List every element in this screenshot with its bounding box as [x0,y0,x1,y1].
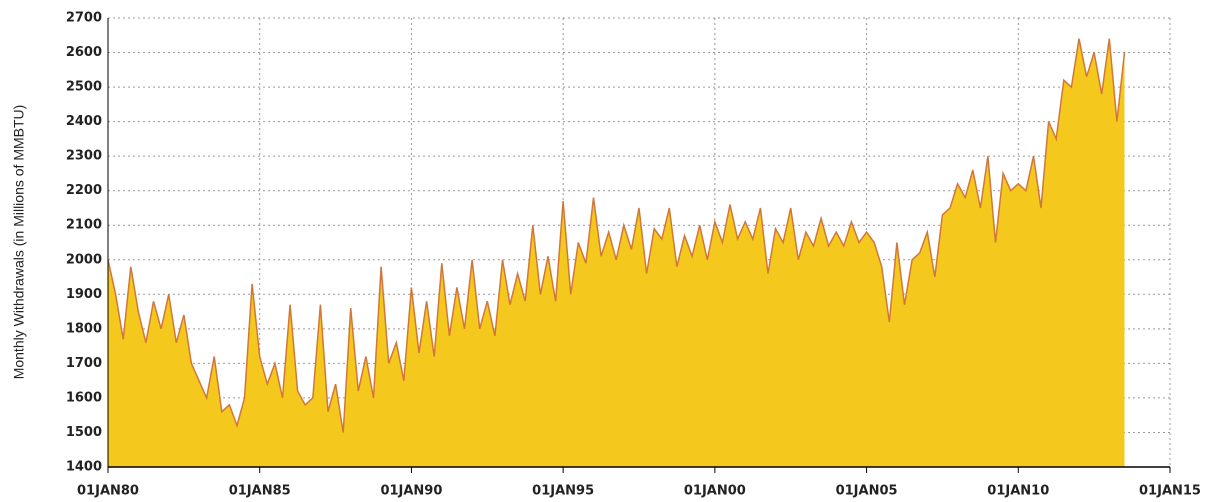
y-tick-label: 2200 [66,183,102,198]
y-tick-label: 2600 [66,45,102,60]
x-tick-label: 01JAN05 [836,484,898,499]
x-tick-label: 01JAN00 [684,484,746,499]
y-tick-label: 2100 [66,218,102,233]
y-tick-label: 2700 [66,11,102,26]
y-tick-label: 1900 [66,287,102,302]
y-tick-label: 2400 [66,114,102,129]
y-tick-label: 1400 [66,460,102,475]
x-tick-label: 01JAN80 [77,484,139,499]
x-tick-label: 01JAN90 [380,484,442,499]
y-tick-label: 1700 [66,356,102,371]
area [108,38,1125,467]
x-tick-label: 01JAN95 [532,484,594,499]
y-tick-label: 2300 [66,149,102,164]
y-tick-label: 2500 [66,80,102,95]
y-tick-label: 1800 [66,321,102,336]
y-tick-label: 1600 [66,390,102,405]
x-tick-label: 01JAN15 [1139,484,1201,499]
y-tick-label: 1500 [66,425,102,440]
line [107,38,1126,433]
y-axis-label: Monthly Withdrawals (in Millions of MMBT… [11,105,27,380]
x-tick-label: 01JAN85 [229,484,291,499]
x-tick-label: 01JAN10 [987,484,1049,499]
y-tick-label: 2000 [66,252,102,267]
